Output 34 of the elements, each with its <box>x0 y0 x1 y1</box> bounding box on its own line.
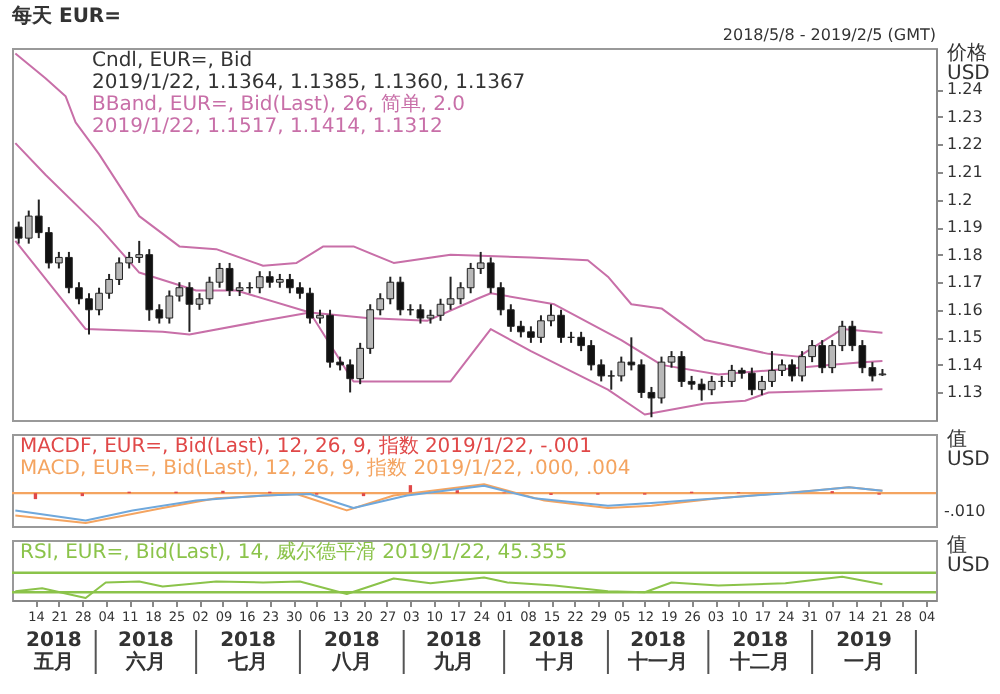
y-tick-label: 1.21 <box>947 163 983 181</box>
text: 2018/5/8 - 2019/2/5 (GMT) <box>722 26 936 44</box>
y-tick-label: 1.13 <box>947 383 983 402</box>
annotation: Cndl, EUR=, Bid <box>92 50 253 72</box>
y-tick-label: 1.17 <box>947 273 983 292</box>
text: -.010 <box>944 502 986 520</box>
text: MACD, EUR=, Bid(Last), 12, 26, 9, 指数 2019/1/22, .000, .004 <box>20 458 631 480</box>
annotation: 2019/1/22, 1.1364, 1.1385, 1.1360, 1.1367 <box>92 72 526 94</box>
series-label: BBand, EUR=, Bid(Last), 26, 简单, 2.0 <box>92 92 466 116</box>
y-tick-label: 1.23 <box>947 107 983 126</box>
text: MACDF, EUR=, Bid(Last), 12, 26, 9, 指数 2019/1/22, -.001 <box>20 436 592 458</box>
text: 2018 八月 <box>323 630 380 674</box>
text: RSI, EUR=, Bid(Last), 14, 威尔德平滑 2019/1/22, 45.355 <box>20 542 568 564</box>
text: 2018 七月 <box>220 630 276 674</box>
chart-title: 每天 EUR= <box>10 4 122 28</box>
y-axis-title: 值 USD <box>947 535 991 577</box>
text: 2018 九月 <box>426 630 482 674</box>
y-tick-label: 1.2 <box>947 190 973 209</box>
y-tick-label: 1.18 <box>947 245 983 264</box>
text: 2018 十一月 <box>626 630 689 674</box>
y-tick-label: 1.15 <box>947 328 983 347</box>
text: 2018 五月 <box>26 630 82 674</box>
y-tick-label: 1.16 <box>947 300 983 319</box>
annotation: 2019/1/22, 1.1517, 1.1414, 1.1312 <box>92 116 443 138</box>
y-axis-title: 价格 USD <box>945 41 991 85</box>
y-tick-label: 1.22 <box>947 135 983 154</box>
text: 2018 十二月 <box>728 630 791 674</box>
y-tick-label: 1.14 <box>947 355 983 374</box>
y-axis-title: 值 USD <box>947 429 991 471</box>
text: 2018 六月 <box>118 630 174 674</box>
text: 2018 十月 <box>528 630 584 674</box>
y-tick-label: 1.19 <box>947 218 983 237</box>
text: 2019 一月 <box>836 630 892 674</box>
y-tick-label: 1.24 <box>947 80 983 99</box>
